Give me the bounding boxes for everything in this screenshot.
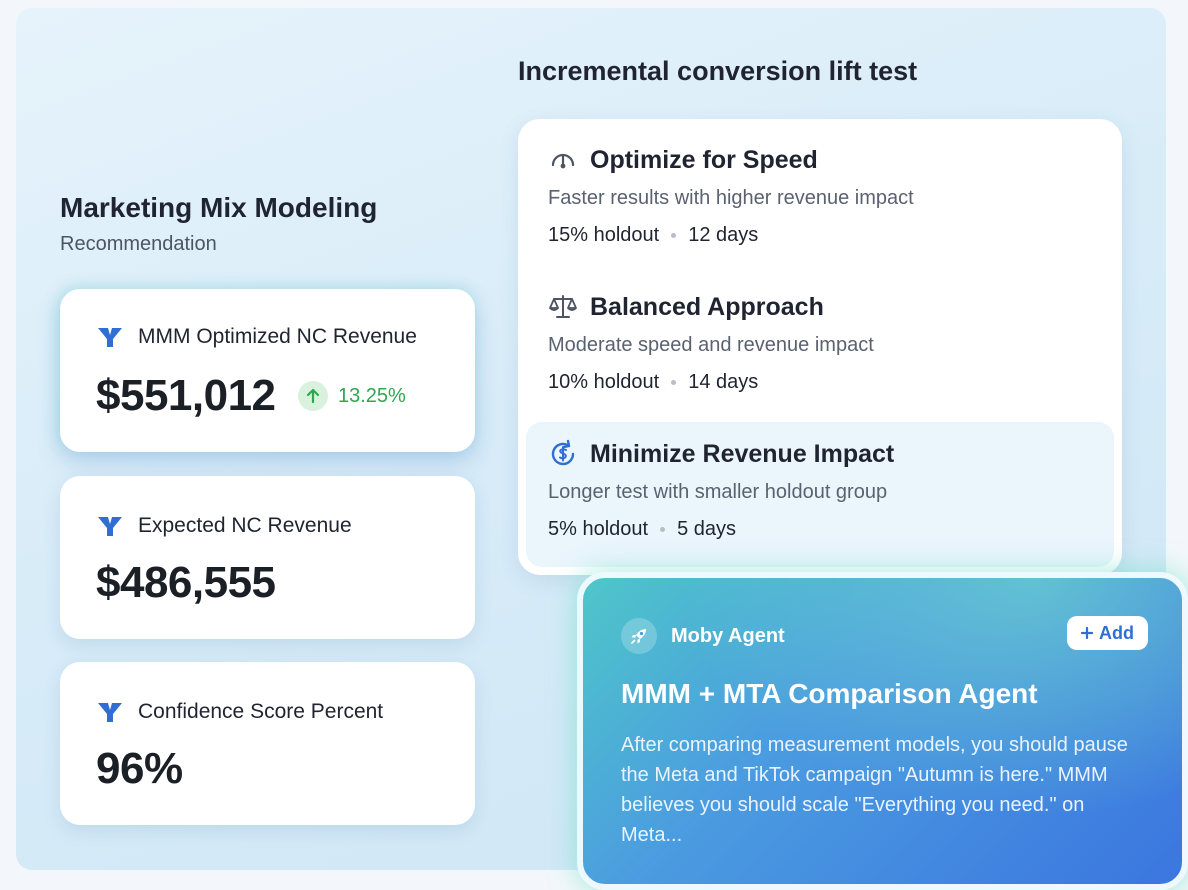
- metric-value: $486,555: [96, 558, 276, 607]
- option-description: Longer test with smaller holdout group: [548, 481, 888, 503]
- rocket-icon: [621, 618, 657, 654]
- metric-value: $551,012: [96, 371, 276, 420]
- metric-card-optimized-revenue[interactable]: MMM Optimized NC Revenue $551,012 13.25%: [60, 289, 475, 452]
- add-button-label: Add: [1099, 622, 1134, 643]
- arrow-up-icon: [298, 381, 328, 411]
- agent-card[interactable]: Moby Agent Add MMM + MTA Comparison Agen…: [577, 572, 1188, 890]
- brand-y-icon: [96, 514, 124, 538]
- meta-separator: [671, 233, 677, 238]
- agent-description: After comparing measurement models, you …: [621, 734, 1128, 846]
- meta-separator: [671, 380, 677, 385]
- metric-value: 96%: [96, 744, 183, 793]
- option-holdout: 10% holdout: [548, 371, 660, 393]
- option-duration: 14 days: [688, 371, 759, 393]
- agent-name: Moby Agent: [671, 624, 785, 647]
- change-percent: 13.25%: [338, 384, 406, 407]
- agent-header: Moby Agent: [621, 618, 785, 654]
- option-duration: 12 days: [688, 224, 759, 246]
- option-duration: 5 days: [677, 518, 737, 540]
- option-description: Moderate speed and revenue impact: [548, 334, 874, 356]
- lift-test-title: Incremental conversion lift test: [518, 56, 918, 86]
- mmm-title: Marketing Mix Modeling: [60, 192, 378, 223]
- meta-separator: [660, 527, 666, 532]
- lift-test-options: Optimize for Speed Faster results with h…: [518, 119, 1122, 575]
- brand-y-icon: [96, 325, 124, 349]
- metric-label: Expected NC Revenue: [138, 514, 352, 537]
- speedometer-icon: [548, 145, 578, 175]
- option-balanced-approach[interactable]: Balanced Approach Moderate speed and rev…: [548, 292, 1112, 394]
- option-holdout: 5% holdout: [548, 518, 649, 540]
- change-badge: 13.25%: [298, 381, 406, 411]
- option-description: Faster results with higher revenue impac…: [548, 187, 914, 209]
- option-meta: 5% holdout 5 days: [548, 518, 1114, 541]
- metric-card-confidence-score[interactable]: Confidence Score Percent 96%: [60, 662, 475, 825]
- metric-label: MMM Optimized NC Revenue: [138, 325, 417, 348]
- add-agent-button[interactable]: Add: [1067, 616, 1148, 650]
- option-holdout: 15% holdout: [548, 224, 660, 246]
- option-title: Balanced Approach: [590, 292, 824, 321]
- metric-card-expected-revenue[interactable]: Expected NC Revenue $486,555: [60, 476, 475, 639]
- option-meta: 10% holdout 14 days: [548, 371, 1112, 394]
- option-title: Minimize Revenue Impact: [590, 439, 895, 468]
- plus-icon: [1081, 627, 1093, 639]
- scale-icon: [548, 292, 578, 322]
- option-minimize-revenue-impact[interactable]: Minimize Revenue Impact Longer test with…: [526, 422, 1114, 567]
- agent-title: MMM + MTA Comparison Agent: [621, 678, 1038, 709]
- dollar-refresh-icon: [548, 439, 578, 469]
- mmm-subtitle: Recommendation: [60, 233, 217, 255]
- option-optimize-speed[interactable]: Optimize for Speed Faster results with h…: [548, 145, 1112, 247]
- option-title: Optimize for Speed: [590, 145, 818, 174]
- option-meta: 15% holdout 12 days: [548, 224, 1112, 247]
- metric-label: Confidence Score Percent: [138, 700, 384, 723]
- brand-y-icon: [96, 700, 124, 724]
